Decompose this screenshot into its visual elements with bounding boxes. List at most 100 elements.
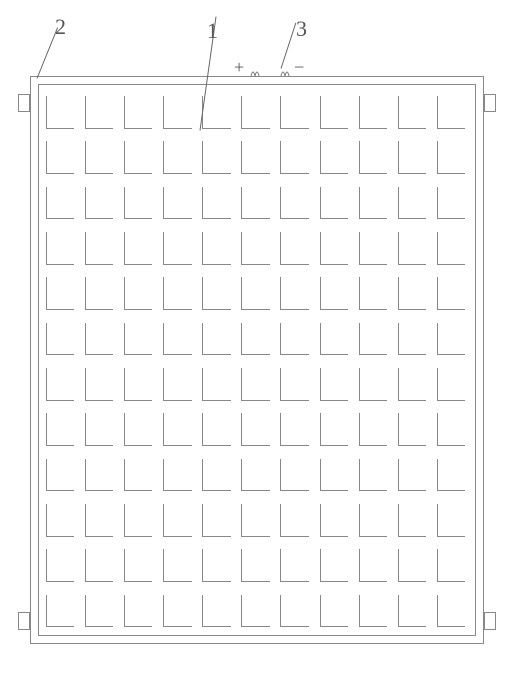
terminal-plus-lead bbox=[248, 64, 262, 78]
grid-cell bbox=[120, 88, 159, 133]
grid-cell bbox=[159, 315, 198, 360]
grid-cell bbox=[433, 496, 472, 541]
grid-cell bbox=[355, 541, 394, 586]
grid-cell bbox=[198, 587, 237, 632]
grid-cell bbox=[316, 269, 355, 314]
grid-cell bbox=[277, 360, 316, 405]
grid-cell bbox=[277, 496, 316, 541]
grid-cell bbox=[198, 496, 237, 541]
mount-tab-top-left bbox=[18, 94, 30, 112]
grid-cell bbox=[237, 88, 276, 133]
grid-cell bbox=[355, 496, 394, 541]
grid-cell bbox=[433, 269, 472, 314]
grid-cell bbox=[42, 541, 81, 586]
grid-cell bbox=[198, 133, 237, 178]
grid-cell bbox=[433, 405, 472, 450]
grid-cell bbox=[81, 315, 120, 360]
grid-cell bbox=[120, 541, 159, 586]
grid-cell bbox=[355, 587, 394, 632]
grid-cell bbox=[81, 360, 120, 405]
grid-cell bbox=[198, 269, 237, 314]
grid-cell bbox=[42, 269, 81, 314]
diagram-stage: { "canvas": { "w": 505, "h": 681 }, "fra… bbox=[0, 0, 505, 681]
grid-cell bbox=[355, 179, 394, 224]
grid-cell bbox=[81, 496, 120, 541]
grid-cell bbox=[277, 451, 316, 496]
grid-cell bbox=[42, 496, 81, 541]
grid-cell bbox=[237, 451, 276, 496]
grid-cell bbox=[316, 133, 355, 178]
grid-cell bbox=[120, 496, 159, 541]
grid-cell bbox=[394, 224, 433, 269]
grid-cell bbox=[237, 133, 276, 178]
grid-cell bbox=[237, 405, 276, 450]
grid-cell bbox=[198, 360, 237, 405]
grid-cell bbox=[81, 88, 120, 133]
grid-cell bbox=[394, 269, 433, 314]
grid-cell bbox=[81, 405, 120, 450]
grid-cell bbox=[433, 587, 472, 632]
grid-cell bbox=[394, 587, 433, 632]
grid-cell bbox=[42, 315, 81, 360]
grid-cell bbox=[277, 224, 316, 269]
grid-cell bbox=[316, 224, 355, 269]
grid-cell bbox=[159, 269, 198, 314]
grid-cell bbox=[316, 587, 355, 632]
grid-cell bbox=[237, 360, 276, 405]
terminal-plus-sign: + bbox=[234, 58, 244, 76]
grid-cell bbox=[277, 315, 316, 360]
grid-cell bbox=[237, 587, 276, 632]
grid-cell bbox=[120, 451, 159, 496]
grid-cell bbox=[81, 269, 120, 314]
grid-cell bbox=[237, 541, 276, 586]
grid-cell bbox=[355, 88, 394, 133]
grid-cell bbox=[277, 587, 316, 632]
grid-cell bbox=[159, 587, 198, 632]
grid-cell bbox=[198, 179, 237, 224]
grid-cell bbox=[316, 88, 355, 133]
callout-label-3: 3 bbox=[296, 18, 307, 40]
grid-cell bbox=[198, 315, 237, 360]
grid-cell bbox=[81, 224, 120, 269]
grid-cell bbox=[394, 315, 433, 360]
grid-cell bbox=[316, 496, 355, 541]
grid-cell bbox=[42, 133, 81, 178]
grid-cell bbox=[159, 541, 198, 586]
grid-cell bbox=[120, 405, 159, 450]
grid-cell bbox=[433, 451, 472, 496]
grid-cell bbox=[42, 587, 81, 632]
grid-cell bbox=[394, 133, 433, 178]
grid-cell bbox=[159, 179, 198, 224]
grid-cell bbox=[433, 360, 472, 405]
grid-cell bbox=[355, 315, 394, 360]
grid-cell bbox=[42, 360, 81, 405]
grid-cell bbox=[394, 451, 433, 496]
grid-cell bbox=[120, 224, 159, 269]
grid-cell bbox=[316, 360, 355, 405]
grid-cell bbox=[81, 451, 120, 496]
grid-cell bbox=[81, 541, 120, 586]
grid-cell bbox=[433, 315, 472, 360]
grid-cell bbox=[433, 541, 472, 586]
grid-cell bbox=[316, 179, 355, 224]
grid-cell bbox=[120, 269, 159, 314]
grid-cell bbox=[433, 179, 472, 224]
grid-cell bbox=[277, 88, 316, 133]
grid-cell bbox=[394, 541, 433, 586]
grid-cell bbox=[42, 451, 81, 496]
grid-cell bbox=[355, 360, 394, 405]
grid-cell bbox=[355, 451, 394, 496]
mount-tab-top-right bbox=[484, 94, 496, 112]
grid-cell bbox=[277, 269, 316, 314]
grid-cell bbox=[81, 587, 120, 632]
grid-cell bbox=[277, 405, 316, 450]
grid-cell bbox=[159, 88, 198, 133]
terminal-minus-sign: − bbox=[294, 58, 304, 76]
grid-cell bbox=[316, 451, 355, 496]
grid-cell bbox=[120, 587, 159, 632]
grid-cell bbox=[198, 451, 237, 496]
grid-cell bbox=[355, 269, 394, 314]
grid-cell bbox=[433, 88, 472, 133]
grid-cell bbox=[277, 179, 316, 224]
grid-cell bbox=[394, 179, 433, 224]
